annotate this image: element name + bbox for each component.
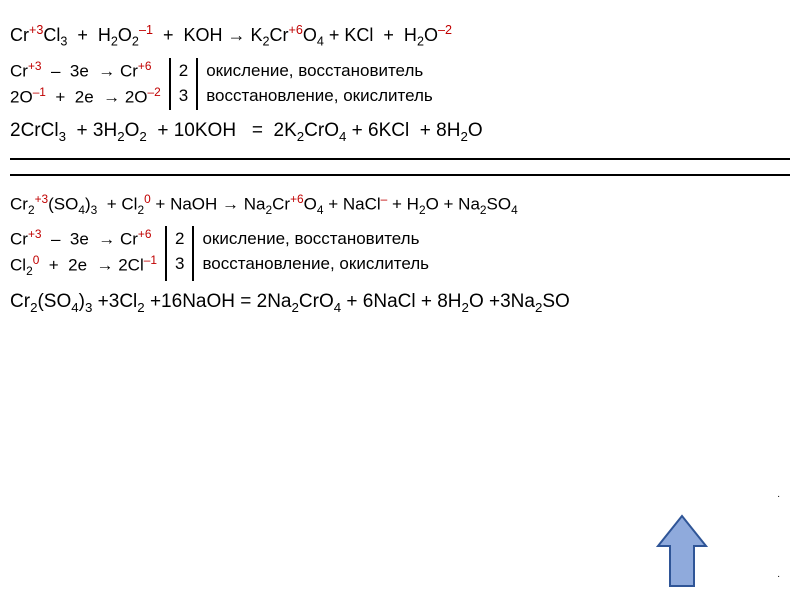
decorative-dot: . xyxy=(777,489,780,500)
half-right-col: окисление, восстановитель восстановление… xyxy=(206,58,433,110)
divider xyxy=(196,58,198,110)
reaction1-balanced: 2CrCl3 + 3H2O2 + 10KOH = 2K2CrO4 + 6KCl … xyxy=(10,120,790,144)
divider xyxy=(165,226,167,281)
coef: 3 xyxy=(179,83,188,109)
process-label: окисление, восстановитель xyxy=(202,226,429,252)
half-right-col: окисление, восстановитель восстановление… xyxy=(202,226,429,281)
reaction2-half-reactions: Cr+3 – 3e → Cr+6 Cl20 + 2e → 2Cl–1 2 3 о… xyxy=(10,226,790,281)
coef: 2 xyxy=(179,58,188,84)
reaction2-balanced: Cr2(SO4)3 +3Cl2 +16NaOH = 2Na2CrO4 + 6Na… xyxy=(10,291,790,315)
separator-line xyxy=(10,158,790,160)
reaction1-half-reactions: Cr+3 – 3e → Cr+6 2O–1 + 2e → 2O–2 2 3 ок… xyxy=(10,58,790,110)
reaction1-unbalanced: Cr+3Cl3 + H2O2–1 + KOH → K2Cr+6O4 + KCl … xyxy=(10,20,790,52)
reaction2-unbalanced: Cr2+3(SO4)3 + Cl20 + NaOH → Na2Cr+6O4 + … xyxy=(10,190,790,220)
coef: 2 xyxy=(175,226,184,252)
process-label: восстановление, окислитель xyxy=(202,251,429,277)
half-mid-col: 2 3 xyxy=(175,226,184,281)
divider xyxy=(192,226,194,281)
ox-state: +3 xyxy=(29,23,43,37)
up-arrow-icon xyxy=(654,512,710,592)
process-label: окисление, восстановитель xyxy=(206,58,433,84)
half-left-col: Cr+3 – 3e → Cr+6 Cl20 + 2e → 2Cl–1 xyxy=(10,226,157,281)
coef: 3 xyxy=(175,251,184,277)
process-label: восстановление, окислитель xyxy=(206,83,433,109)
decorative-dot: . xyxy=(777,569,780,580)
divider xyxy=(169,58,171,110)
half-mid-col: 2 3 xyxy=(179,58,188,110)
arrow-shape xyxy=(658,516,706,586)
separator-line xyxy=(10,174,790,176)
half-left-col: Cr+3 – 3e → Cr+6 2O–1 + 2e → 2O–2 xyxy=(10,58,161,110)
